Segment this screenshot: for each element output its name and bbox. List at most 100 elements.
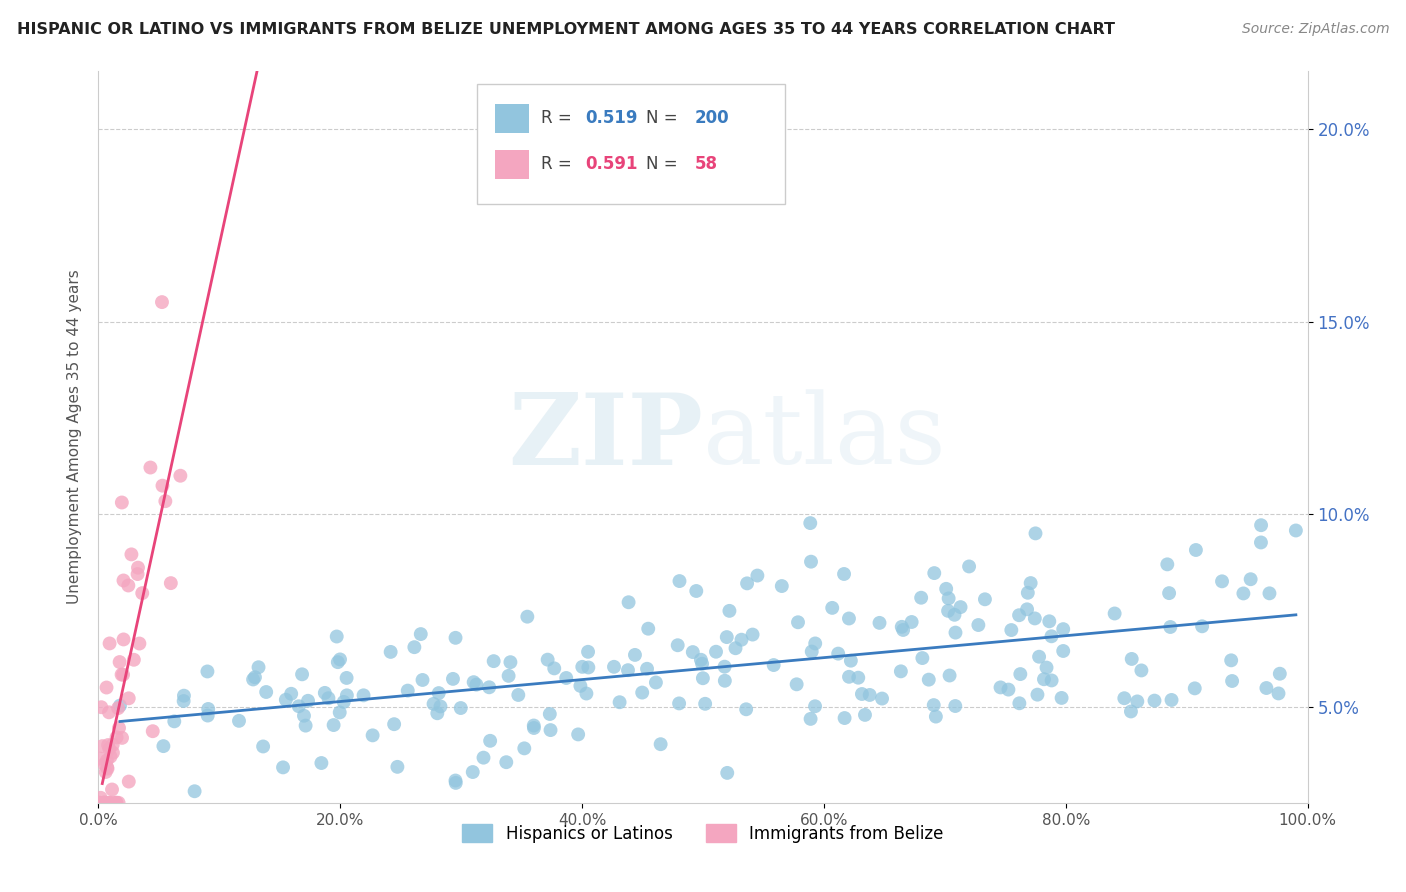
Point <box>576 645 599 659</box>
Point <box>1285 524 1308 538</box>
Point <box>910 591 932 605</box>
Point <box>117 578 139 592</box>
Point <box>967 618 990 632</box>
Point <box>834 711 856 725</box>
Point <box>1268 666 1291 681</box>
Text: R =: R = <box>541 155 576 173</box>
Point <box>891 623 914 637</box>
Point <box>1121 652 1143 666</box>
Point <box>412 673 434 687</box>
Point <box>922 698 945 712</box>
Point <box>479 734 502 748</box>
Point <box>112 667 135 681</box>
Point <box>523 718 546 732</box>
Point <box>271 760 294 774</box>
Point <box>197 702 219 716</box>
Point <box>427 686 450 700</box>
Point <box>645 675 668 690</box>
Point <box>716 630 738 644</box>
Point <box>111 731 134 745</box>
Point <box>450 701 472 715</box>
Point <box>478 681 501 695</box>
Point <box>571 660 593 674</box>
Point <box>1256 681 1278 695</box>
Point <box>120 548 142 562</box>
Point <box>800 555 823 569</box>
Point <box>96 754 118 768</box>
Point <box>322 718 344 732</box>
Point <box>107 701 129 715</box>
Point <box>444 631 467 645</box>
FancyBboxPatch shape <box>495 103 529 133</box>
Point <box>100 749 122 764</box>
Point <box>127 567 149 582</box>
Point <box>851 687 873 701</box>
Point <box>1240 572 1263 586</box>
Point <box>804 636 827 650</box>
Point <box>949 600 972 615</box>
Point <box>603 660 626 674</box>
Point <box>1114 691 1136 706</box>
Point <box>93 757 115 772</box>
Point <box>617 663 640 677</box>
Point <box>1191 619 1213 633</box>
Point <box>1050 690 1073 705</box>
Text: 58: 58 <box>695 155 717 173</box>
Point <box>105 796 128 810</box>
Point <box>1035 660 1057 674</box>
Point <box>152 478 174 492</box>
Point <box>173 689 195 703</box>
Point <box>274 692 297 706</box>
Point <box>291 667 314 681</box>
Point <box>576 660 599 674</box>
Point <box>105 796 128 810</box>
Point <box>142 724 165 739</box>
Point <box>695 697 717 711</box>
Text: 0.519: 0.519 <box>586 109 638 128</box>
Point <box>108 698 131 713</box>
Point <box>314 686 336 700</box>
Text: N =: N = <box>647 155 683 173</box>
Point <box>800 644 823 658</box>
Point <box>786 677 808 691</box>
Y-axis label: Unemployment Among Ages 35 to 44 years: Unemployment Among Ages 35 to 44 years <box>66 269 82 605</box>
Point <box>1185 543 1208 558</box>
Point <box>724 641 747 656</box>
Point <box>1119 705 1142 719</box>
Point <box>1211 574 1233 589</box>
Point <box>735 576 758 591</box>
Point <box>465 678 488 692</box>
Point <box>169 468 191 483</box>
Point <box>287 699 309 714</box>
Point <box>101 782 124 797</box>
Point <box>1015 602 1038 616</box>
Point <box>1250 518 1272 533</box>
Point <box>90 790 112 805</box>
Point <box>741 627 763 641</box>
Point <box>516 609 538 624</box>
Point <box>150 295 173 310</box>
Point <box>997 682 1019 697</box>
Point <box>361 728 384 742</box>
Point <box>104 796 127 810</box>
Point <box>762 658 785 673</box>
Point <box>89 796 111 810</box>
Point <box>96 681 118 695</box>
Point <box>890 665 912 679</box>
Point <box>1024 611 1046 625</box>
Point <box>329 652 352 666</box>
Point <box>846 671 869 685</box>
Point <box>93 796 115 810</box>
Point <box>900 615 922 629</box>
Point <box>838 670 860 684</box>
Point <box>329 706 352 720</box>
Point <box>957 559 980 574</box>
Point <box>943 699 966 714</box>
Point <box>1156 558 1178 572</box>
Point <box>1028 649 1050 664</box>
Point <box>890 620 912 634</box>
Point <box>1130 664 1153 678</box>
Point <box>101 738 124 752</box>
Point <box>1040 629 1063 643</box>
Point <box>569 679 592 693</box>
